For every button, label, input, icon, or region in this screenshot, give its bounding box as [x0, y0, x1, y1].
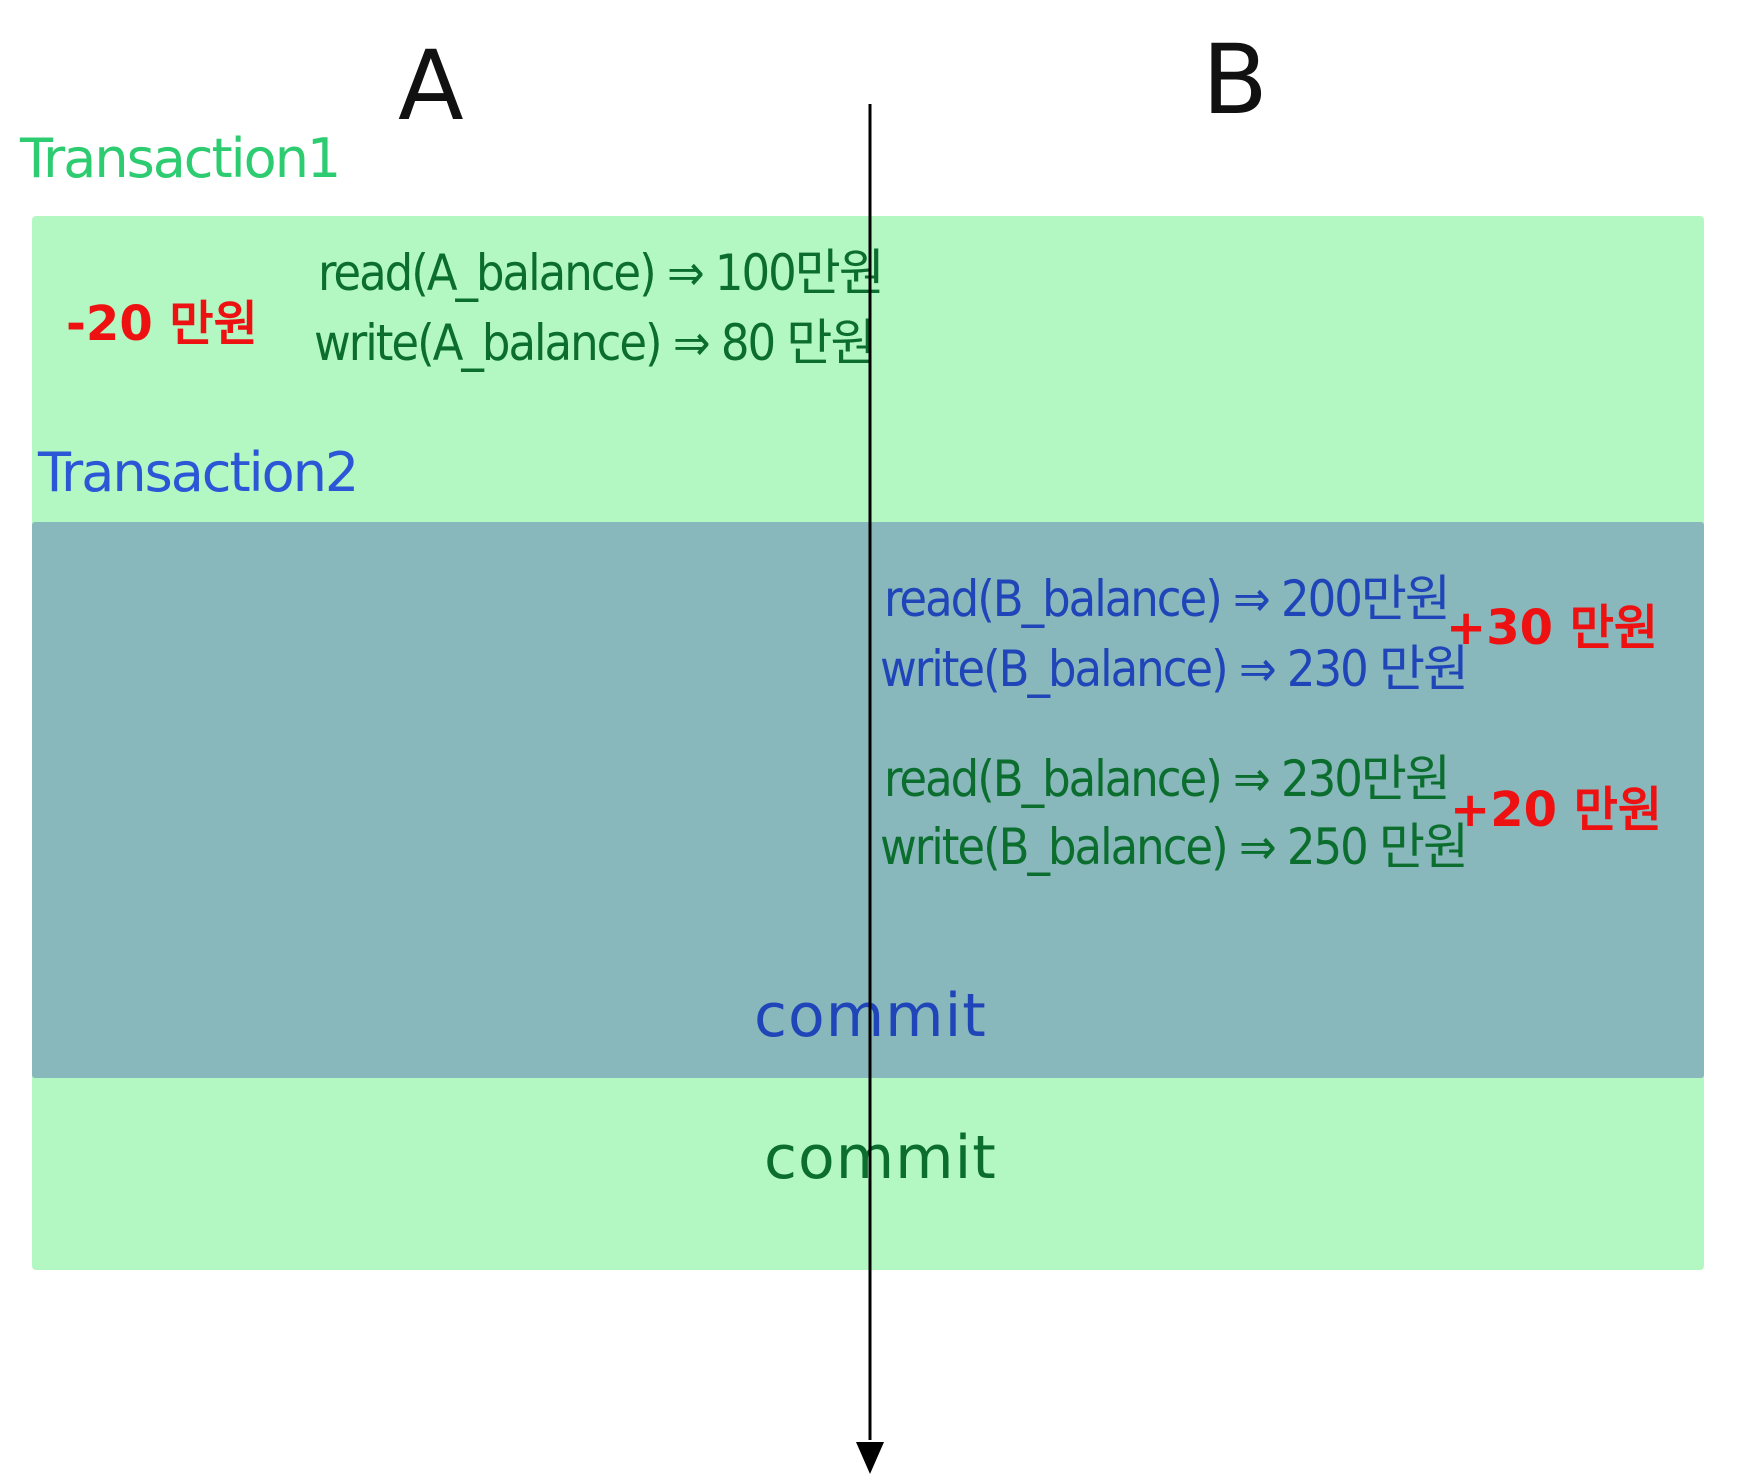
- transaction2-label: Transaction2: [38, 441, 359, 504]
- t2-write-b: write(B_balance) ⇒ 230 만원: [880, 640, 1469, 698]
- t1-write-a: write(A_balance) ⇒ 80 만원: [314, 314, 876, 372]
- t1-read-b: read(B_balance) ⇒ 230만원: [884, 750, 1451, 808]
- t2-b-delta: +30 만원: [1446, 600, 1659, 656]
- column-b-label: B: [1202, 24, 1268, 136]
- transaction1-label: Transaction1: [20, 127, 341, 190]
- column-a-label: A: [398, 30, 464, 142]
- t1-write-b: write(B_balance) ⇒ 250 만원: [880, 818, 1469, 876]
- time-axis-arrowhead: [856, 1442, 884, 1474]
- t1-commit-label: commit: [764, 1123, 997, 1193]
- t1-a-delta: -20 만원: [66, 296, 258, 352]
- t1-b-delta: +20 만원: [1450, 782, 1663, 838]
- t1-read-a: read(A_balance) ⇒ 100만원: [318, 244, 885, 302]
- transaction2-region: [32, 522, 1704, 1078]
- t2-read-b: read(B_balance) ⇒ 200만원: [884, 570, 1451, 628]
